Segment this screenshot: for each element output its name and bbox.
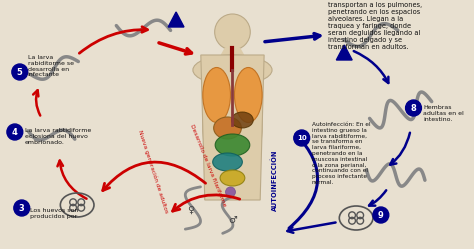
Text: AUTOINFECCIÓN: AUTOINFECCIÓN [272, 149, 278, 211]
Text: La larva
rabiditorme se
desarrolla en
infectante: La larva rabiditorme se desarrolla en in… [27, 55, 73, 77]
Ellipse shape [203, 67, 230, 123]
Ellipse shape [213, 153, 242, 171]
Text: 9: 9 [378, 210, 384, 220]
Text: 8: 8 [410, 104, 416, 113]
Text: La larva rabtidiforme
eclosiona del huevo
embrionado.: La larva rabtidiforme eclosiona del huev… [25, 128, 91, 145]
Circle shape [14, 200, 30, 216]
Text: 3: 3 [19, 203, 25, 212]
Text: ♂: ♂ [228, 215, 237, 225]
Ellipse shape [231, 112, 253, 128]
Text: Autoinfección: En el
intestino grueso la
larva rabditiforme,
se transforma en
la: Autoinfección: En el intestino grueso la… [311, 122, 370, 185]
Polygon shape [337, 45, 352, 60]
Text: 10: 10 [297, 135, 307, 141]
Circle shape [12, 64, 27, 80]
Polygon shape [201, 55, 264, 200]
Text: 5: 5 [17, 67, 23, 76]
Ellipse shape [214, 117, 241, 139]
Ellipse shape [203, 55, 262, 195]
Text: Hembras
adultas en el
intestino.: Hembras adultas en el intestino. [423, 105, 464, 122]
Ellipse shape [235, 67, 262, 123]
Circle shape [226, 187, 236, 197]
Circle shape [215, 14, 250, 50]
Circle shape [7, 124, 23, 140]
Polygon shape [220, 48, 244, 55]
Ellipse shape [193, 55, 272, 85]
Text: Nueva generación de adultos: Nueva generación de adultos [137, 130, 169, 214]
Circle shape [294, 130, 310, 146]
Ellipse shape [215, 134, 250, 156]
Text: Los huevos son
producidos por: Los huevos son producidos por [30, 208, 78, 219]
Text: 4: 4 [12, 127, 18, 136]
Circle shape [373, 207, 389, 223]
Circle shape [406, 100, 421, 116]
Ellipse shape [220, 170, 245, 186]
Polygon shape [168, 12, 184, 27]
Text: Desarrollo de larva filariforme: Desarrollo de larva filariforme [189, 123, 227, 207]
Text: ♀: ♀ [187, 205, 194, 215]
Text: transportan a los pulmones,
penetrando en los espacios
alveolares. Llegan a la
t: transportan a los pulmones, penetrando e… [328, 2, 422, 50]
